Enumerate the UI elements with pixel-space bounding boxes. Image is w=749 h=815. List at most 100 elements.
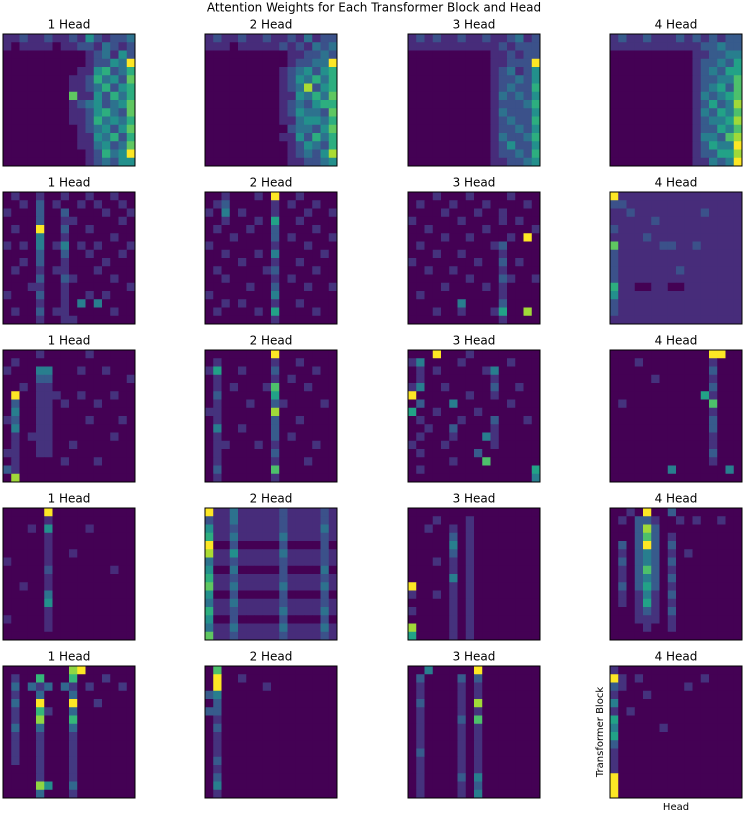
heatmap-cell	[676, 233, 685, 242]
heatmap-cell	[498, 598, 508, 608]
heatmap-cell	[126, 549, 136, 558]
heatmap-cell	[449, 582, 458, 591]
heatmap-cell	[77, 83, 86, 93]
heatmap-cell	[52, 549, 62, 558]
heatmap-cell	[651, 607, 660, 616]
heatmap-cell	[52, 216, 62, 226]
heatmap-cell	[229, 699, 239, 708]
heatmap-cell	[118, 50, 128, 60]
heatmap-cell	[52, 124, 62, 134]
heatmap-cell	[69, 124, 78, 134]
heatmap-cell	[102, 748, 111, 758]
heatmap-cell	[110, 416, 119, 425]
heatmap-cell	[498, 358, 508, 367]
heatmap-cell	[77, 225, 86, 234]
panel-title: 1 Head	[48, 176, 91, 190]
heatmap-cell	[490, 141, 500, 150]
heatmap-cell	[221, 732, 231, 741]
heatmap-cell	[717, 50, 726, 60]
heatmap-cell	[102, 307, 111, 317]
heatmap-cell	[507, 124, 516, 134]
heatmap-cell	[126, 116, 136, 126]
heatmap-cell	[667, 457, 677, 466]
heatmap-cell	[60, 100, 70, 109]
heatmap-cell	[692, 574, 702, 583]
heatmap-cell	[69, 631, 78, 641]
heatmap-cell	[11, 715, 20, 725]
heatmap-cell	[482, 582, 491, 591]
heatmap-cell	[279, 723, 288, 733]
heatmap-cell	[408, 623, 417, 633]
heatmap-cell	[279, 291, 288, 300]
heatmap-cell	[457, 582, 467, 591]
heatmap-cell	[667, 108, 677, 117]
heatmap-cell	[618, 465, 627, 475]
heatmap-cell	[634, 50, 644, 60]
heatmap-cell	[626, 615, 636, 624]
heatmap-cell	[262, 574, 272, 583]
heatmap-cell	[3, 291, 12, 300]
heatmap-cell	[515, 631, 524, 641]
heatmap-cell	[523, 449, 533, 458]
heatmap-cell	[69, 241, 78, 251]
heatmap-cell	[262, 582, 272, 591]
heatmap-cell	[651, 374, 660, 384]
heatmap-cell	[651, 307, 660, 317]
heatmap-cell	[432, 740, 442, 749]
heatmap-cell	[126, 756, 136, 766]
heatmap-cell	[515, 266, 524, 275]
heatmap-cell	[287, 465, 297, 475]
heatmap-cell	[238, 631, 247, 641]
heatmap-cell	[618, 291, 627, 300]
heatmap-cell	[676, 666, 685, 675]
heatmap-cell	[424, 282, 434, 292]
heatmap-cell	[515, 50, 524, 60]
heatmap-cell	[11, 666, 20, 675]
heatmap-cell	[238, 416, 247, 425]
heatmap-cell	[416, 42, 425, 51]
heatmap-cell	[126, 416, 136, 425]
heatmap-cell	[69, 565, 78, 575]
heatmap-cell	[717, 141, 726, 150]
heatmap-cell	[490, 241, 500, 251]
heatmap-cell	[717, 241, 726, 251]
heatmap-cell	[424, 291, 434, 300]
heatmap-cell	[3, 274, 12, 284]
heatmap-cell	[44, 590, 53, 600]
heatmap-cell	[238, 307, 247, 317]
heatmap-cell	[11, 282, 20, 292]
heatmap-cell	[507, 67, 516, 76]
heatmap-cell	[93, 789, 103, 799]
heatmap-cell	[507, 473, 516, 483]
heatmap-cell	[3, 508, 12, 517]
heatmap-cell	[507, 225, 516, 234]
heatmap-cell	[295, 615, 305, 624]
heatmap-cell	[279, 50, 288, 60]
heatmap-cell	[3, 440, 12, 450]
heatmap-cell	[667, 141, 677, 150]
heatmap-cell	[262, 366, 272, 376]
heatmap-cell	[36, 781, 45, 791]
heatmap-cell	[287, 598, 297, 608]
heatmap-cell	[610, 631, 619, 641]
heatmap-cell	[213, 282, 222, 292]
heatmap-cell	[52, 598, 62, 608]
heatmap-cell	[725, 374, 735, 384]
heatmap-cell	[102, 258, 111, 267]
heatmap-cell	[424, 508, 434, 517]
heatmap-cell	[118, 225, 128, 234]
heatmap-cell	[69, 282, 78, 292]
heatmap-cell	[262, 67, 272, 76]
heatmap-cell	[229, 707, 239, 716]
heatmap-cell	[667, 631, 677, 641]
heatmap-cell	[271, 781, 280, 791]
heatmap-cell	[692, 157, 702, 167]
heatmap-cell	[246, 307, 255, 317]
heatmap-cell	[118, 58, 128, 68]
heatmap-cell	[626, 258, 636, 267]
heatmap-cell	[618, 241, 627, 251]
heatmap-cell	[717, 307, 726, 317]
heatmap-cell	[11, 773, 20, 782]
heatmap-cell	[19, 100, 29, 109]
heatmap-cell	[229, 432, 239, 442]
